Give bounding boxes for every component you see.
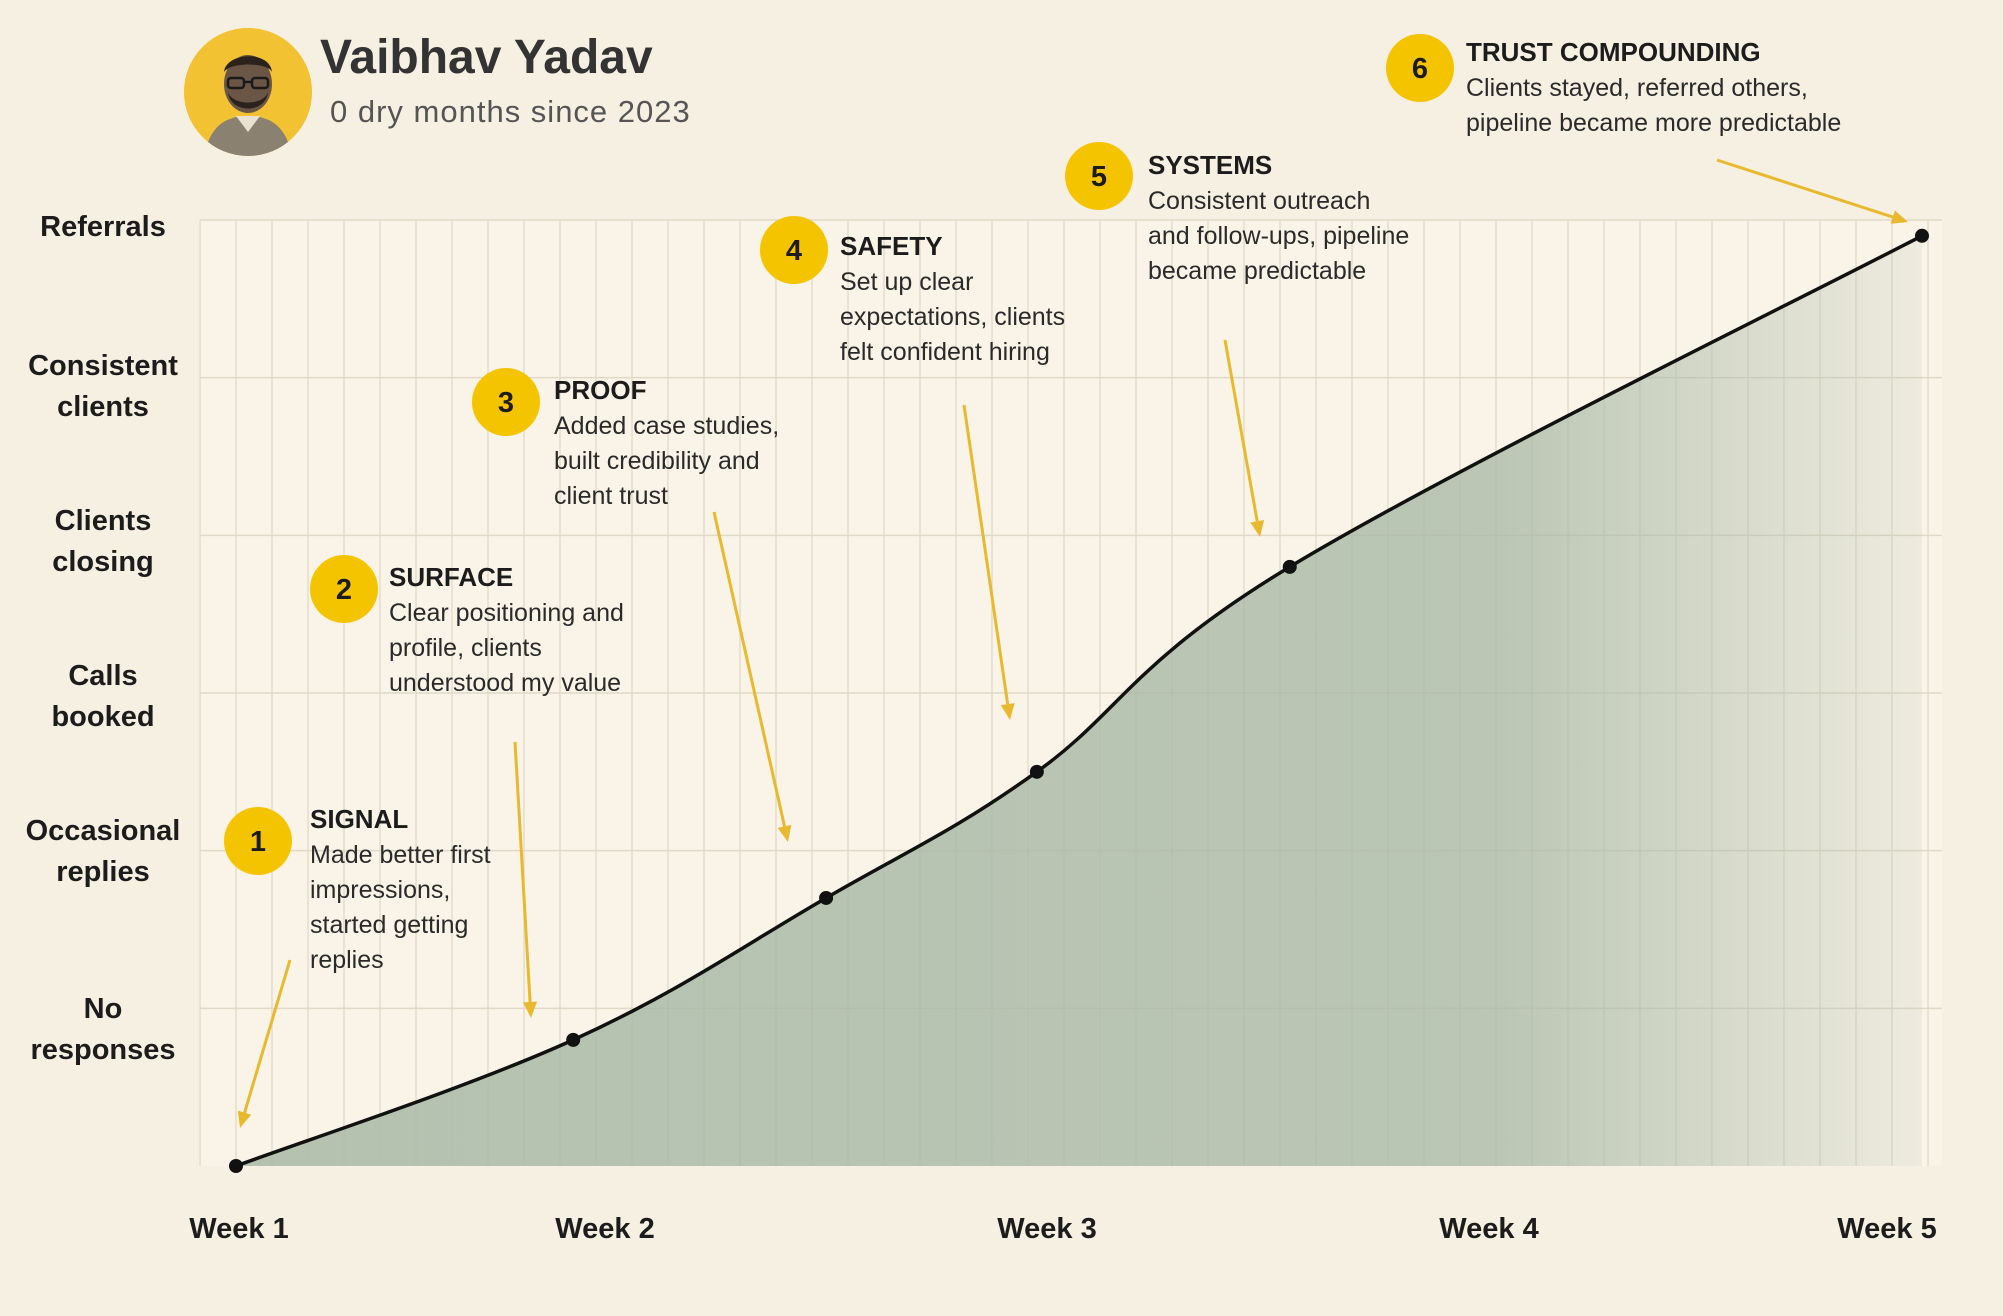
y-tick-label-line: Referrals xyxy=(40,211,166,243)
y-tick-label-line: booked xyxy=(51,701,154,733)
data-point xyxy=(229,1159,243,1173)
annotation-arrowhead xyxy=(1250,520,1265,537)
annotation-badge xyxy=(310,555,378,623)
y-tick-label-line: clients xyxy=(57,391,149,423)
annotation-text-line: Clear positioning and xyxy=(389,599,624,627)
profile-subtitle: 0 dry months since 2023 xyxy=(330,94,691,129)
annotation-text-line: replies xyxy=(310,946,384,974)
annotation-badge xyxy=(1065,142,1133,210)
annotation-arrowhead xyxy=(237,1110,252,1128)
annotation-text-line: pipeline became more predictable xyxy=(1466,109,1841,137)
annotation-arrow xyxy=(712,511,786,827)
y-tick-label: Calls booked xyxy=(51,660,154,733)
y-tick-label-line: Consistent xyxy=(28,350,178,382)
y-tick-label: Occasional replies xyxy=(26,815,181,888)
annotation-number: 2 xyxy=(336,574,352,606)
avatar xyxy=(184,28,312,156)
annotation-text-line: became predictable xyxy=(1148,257,1366,285)
annotation-badge xyxy=(472,368,540,436)
annotation-title: SURFACE xyxy=(389,562,513,592)
annotation-title: SAFETY xyxy=(840,231,943,261)
annotation-title: PROOF xyxy=(554,375,646,405)
data-point xyxy=(1029,764,1044,779)
annotation-text-line: Clients stayed, referred others, xyxy=(1466,74,1808,102)
annotation-arrow xyxy=(243,959,292,1114)
y-tick-label: Clients closing xyxy=(52,505,154,578)
annotation-text-line: expectations, clients xyxy=(840,303,1065,331)
y-tick-label-line: Occasional xyxy=(26,815,181,847)
annotation-title: TRUST COMPOUNDING xyxy=(1466,37,1761,67)
annotation-text-line: felt confident hiring xyxy=(840,338,1050,366)
annotation-text-line: started getting xyxy=(310,911,468,939)
y-tick-label-line: closing xyxy=(52,546,154,578)
annotation-text-line: Set up clear xyxy=(840,268,973,296)
annotation-text-line: understood my value xyxy=(389,669,621,697)
annotation-number: 1 xyxy=(250,826,266,858)
annotation-arrowhead xyxy=(523,1001,538,1018)
annotation-title: SYSTEMS xyxy=(1148,150,1272,180)
x-tick-label: Week 1 xyxy=(189,1213,288,1245)
series-line xyxy=(235,234,1923,1168)
data-point xyxy=(1282,559,1297,574)
annotation-title: SIGNAL xyxy=(310,804,408,834)
annotation-text-line: Consistent outreach xyxy=(1148,187,1370,215)
y-tick-label-line: Clients xyxy=(55,505,152,537)
data-point xyxy=(1915,228,1929,243)
x-axis-labels: Week 1 Week 2 Week 3 Week 4 Week 5 xyxy=(189,1213,1936,1245)
annotation-number: 5 xyxy=(1091,161,1107,193)
annotations: 1 SIGNAL Made better first impressions, star… xyxy=(224,34,1841,974)
annotation-number: 6 xyxy=(1412,53,1428,85)
y-tick-label-line: Calls xyxy=(68,660,137,692)
annotation-text-line: profile, clients xyxy=(389,634,542,662)
annotation-badge xyxy=(760,216,828,284)
area-layer xyxy=(235,234,1923,1168)
annotation-text-line: built credibility and xyxy=(554,447,760,475)
x-tick-label: Week 4 xyxy=(1439,1213,1538,1245)
x-tick-label: Week 2 xyxy=(555,1213,654,1245)
annotation-text-line: and follow-ups, pipeline xyxy=(1148,222,1409,250)
y-tick-label-line: No xyxy=(84,993,123,1025)
annotation-arrowhead xyxy=(1890,210,1908,224)
y-tick-label-line: replies xyxy=(56,856,150,888)
annotation-arrow xyxy=(513,741,532,1003)
x-tick-label: Week 5 xyxy=(1837,1213,1936,1245)
avatar-portrait-icon xyxy=(184,28,312,156)
annotation-arrowhead xyxy=(777,824,792,842)
x-tick-label: Week 3 xyxy=(997,1213,1096,1245)
series-area xyxy=(236,235,1922,1166)
y-tick-label: No responses xyxy=(30,993,175,1066)
annotation-badge xyxy=(1386,34,1454,102)
annotation-arrowhead xyxy=(1000,703,1015,720)
annotation-text-line: impressions, xyxy=(310,876,450,904)
annotation-arrows xyxy=(237,158,1908,1128)
annotation-number: 3 xyxy=(498,387,514,419)
data-point xyxy=(566,1032,581,1047)
annotation-arrow xyxy=(1716,158,1894,219)
annotation-text-line: Added case studies, xyxy=(554,412,779,440)
y-tick-label-line: responses xyxy=(30,1034,175,1066)
data-point xyxy=(819,890,834,905)
profile-name: Vaibhav Yadav xyxy=(320,31,653,84)
annotation-badge xyxy=(224,807,292,875)
y-tick-label: Referrals xyxy=(40,211,166,243)
data-points xyxy=(229,228,1929,1173)
y-tick-label: Consistent clients xyxy=(28,350,178,423)
annotation-arrow xyxy=(1223,339,1259,522)
annotation-text-line: Made better first xyxy=(310,841,491,869)
annotation-number: 4 xyxy=(786,235,802,267)
annotation-arrow xyxy=(962,404,1010,705)
annotation-text-line: client trust xyxy=(554,482,668,510)
